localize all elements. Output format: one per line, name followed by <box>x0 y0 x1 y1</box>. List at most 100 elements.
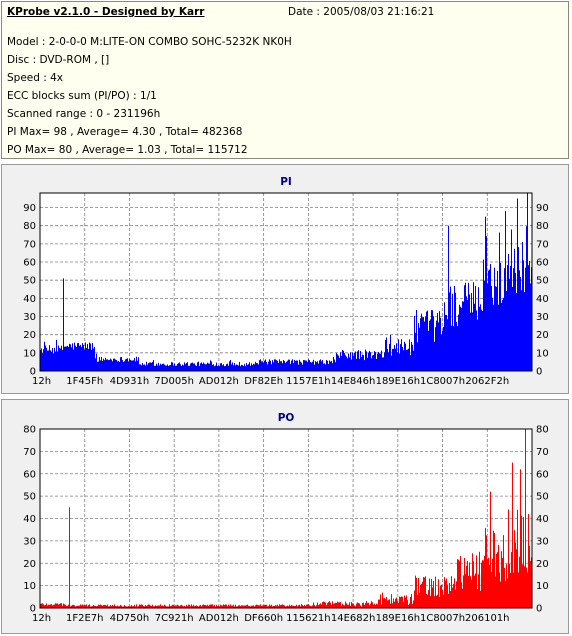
po-bar <box>477 589 478 608</box>
po-y-tick-left: 60 <box>23 469 36 480</box>
pi-bar <box>522 241 523 371</box>
info-ecc: ECC blocks sum (PI/PO) : 1/1 <box>7 90 157 102</box>
pi-bar <box>353 355 354 371</box>
po-y-tick-left: 30 <box>23 536 36 547</box>
po-bar <box>368 602 369 608</box>
pi-bar <box>319 360 320 371</box>
po-bar <box>294 606 295 608</box>
pi-bar <box>337 354 338 371</box>
pi-bar <box>478 287 479 371</box>
pi-bar <box>116 360 117 371</box>
po-bar <box>126 606 127 608</box>
po-bar <box>207 604 208 608</box>
pi-bar <box>133 360 134 371</box>
po-bar <box>75 606 76 608</box>
pi-bar <box>214 366 215 371</box>
pi-bar <box>507 265 508 371</box>
po-bar <box>396 597 397 608</box>
pi-bar <box>393 348 394 371</box>
pi-bar <box>430 319 431 371</box>
po-bar <box>268 606 269 608</box>
po-bar <box>229 605 230 608</box>
po-bar <box>43 604 44 608</box>
po-bar <box>314 604 315 608</box>
po-bar <box>482 560 483 608</box>
po-bar <box>200 604 201 608</box>
pi-bar <box>403 350 404 371</box>
po-bar <box>524 566 525 608</box>
pi-bar <box>255 361 256 371</box>
po-bar <box>201 606 202 608</box>
pi-bar <box>412 344 413 371</box>
pi-bar <box>232 362 233 371</box>
po-bar <box>496 553 497 608</box>
po-bar <box>417 594 418 608</box>
po-bar <box>248 605 249 608</box>
po-bar <box>357 602 358 608</box>
po-bar <box>145 605 146 608</box>
po-bar <box>161 605 162 608</box>
pi-bar <box>491 285 492 371</box>
po-bar <box>471 579 472 608</box>
pi-bar <box>347 358 348 371</box>
pi-bar <box>444 302 445 371</box>
pi-y-tick-left: 60 <box>23 258 36 269</box>
po-bar <box>307 604 308 608</box>
pi-bar <box>452 293 453 371</box>
pi-bar <box>464 285 465 371</box>
po-bar <box>504 567 505 608</box>
po-bar <box>289 604 290 608</box>
po-bar <box>135 606 136 608</box>
po-bar <box>187 606 188 608</box>
po-bar <box>341 605 342 608</box>
po-bar <box>337 601 338 608</box>
pi-bar <box>188 365 189 371</box>
pi-bar <box>312 361 313 371</box>
pi-bar <box>94 346 95 371</box>
po-bar <box>220 604 221 608</box>
po-chart-panel: PO 0 0 10 10 20 20 30 30 40 40 50 50 60 60 70 70 80 80 12h 1… <box>1 399 569 634</box>
po-bar <box>271 604 272 608</box>
po-bar <box>388 600 389 608</box>
pi-bar <box>145 365 146 371</box>
pi-bar <box>52 348 53 371</box>
pi-bar <box>59 348 60 371</box>
po-bar <box>115 605 116 608</box>
pi-bar <box>151 362 152 371</box>
pi-bar <box>209 363 210 371</box>
pi-bar <box>41 348 42 371</box>
pi-bar <box>113 358 114 371</box>
po-bar <box>508 509 509 608</box>
pi-bar <box>396 343 397 371</box>
pi-bar <box>182 364 183 371</box>
pi-bar <box>488 270 489 371</box>
pi-bar <box>62 350 63 371</box>
po-bar <box>443 594 444 608</box>
pi-bar <box>63 278 64 371</box>
po-bar <box>488 557 489 608</box>
po-bar <box>312 605 313 608</box>
pi-y-tick-right: 90 <box>536 203 549 214</box>
po-bar <box>408 605 409 608</box>
po-bar <box>518 572 519 608</box>
scan-date: Date : 2005/08/03 21:16:21 <box>288 6 435 18</box>
po-bar <box>433 580 434 608</box>
po-bar <box>123 606 124 608</box>
po-bar <box>374 603 375 608</box>
pi-bar <box>81 347 82 371</box>
po-bar <box>523 517 524 608</box>
pi-bar <box>159 365 160 371</box>
pi-bar <box>433 316 434 371</box>
po-bar <box>530 561 531 608</box>
pi-bar <box>226 364 227 371</box>
pi-bar <box>363 355 364 371</box>
po-bar <box>106 605 107 608</box>
pi-bar <box>131 360 132 371</box>
pi-bar <box>438 322 439 371</box>
po-bar <box>192 606 193 608</box>
po-bar <box>250 606 251 608</box>
info-speed: Speed : 4x <box>7 72 64 84</box>
po-bar <box>251 605 252 608</box>
pi-bar <box>141 365 142 371</box>
po-bar <box>236 606 237 608</box>
